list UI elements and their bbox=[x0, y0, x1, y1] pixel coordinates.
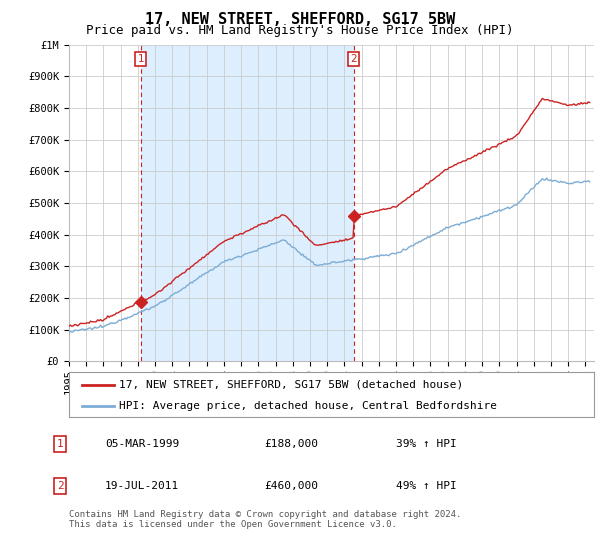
Text: 1: 1 bbox=[137, 54, 144, 64]
Text: 17, NEW STREET, SHEFFORD, SG17 5BW (detached house): 17, NEW STREET, SHEFFORD, SG17 5BW (deta… bbox=[119, 380, 463, 390]
Bar bbox=[141, 45, 354, 361]
Text: 05-MAR-1999: 05-MAR-1999 bbox=[105, 439, 179, 449]
Text: 49% ↑ HPI: 49% ↑ HPI bbox=[396, 481, 457, 491]
Text: HPI: Average price, detached house, Central Bedfordshire: HPI: Average price, detached house, Cent… bbox=[119, 401, 497, 411]
Text: 2: 2 bbox=[350, 54, 357, 64]
Text: 19-JUL-2011: 19-JUL-2011 bbox=[105, 481, 179, 491]
Text: 39% ↑ HPI: 39% ↑ HPI bbox=[396, 439, 457, 449]
Text: Contains HM Land Registry data © Crown copyright and database right 2024.
This d: Contains HM Land Registry data © Crown c… bbox=[69, 510, 461, 529]
Text: £460,000: £460,000 bbox=[264, 481, 318, 491]
Text: 2: 2 bbox=[56, 481, 64, 491]
Text: 17, NEW STREET, SHEFFORD, SG17 5BW: 17, NEW STREET, SHEFFORD, SG17 5BW bbox=[145, 12, 455, 27]
Text: 1: 1 bbox=[56, 439, 64, 449]
Text: £188,000: £188,000 bbox=[264, 439, 318, 449]
Text: Price paid vs. HM Land Registry's House Price Index (HPI): Price paid vs. HM Land Registry's House … bbox=[86, 24, 514, 37]
